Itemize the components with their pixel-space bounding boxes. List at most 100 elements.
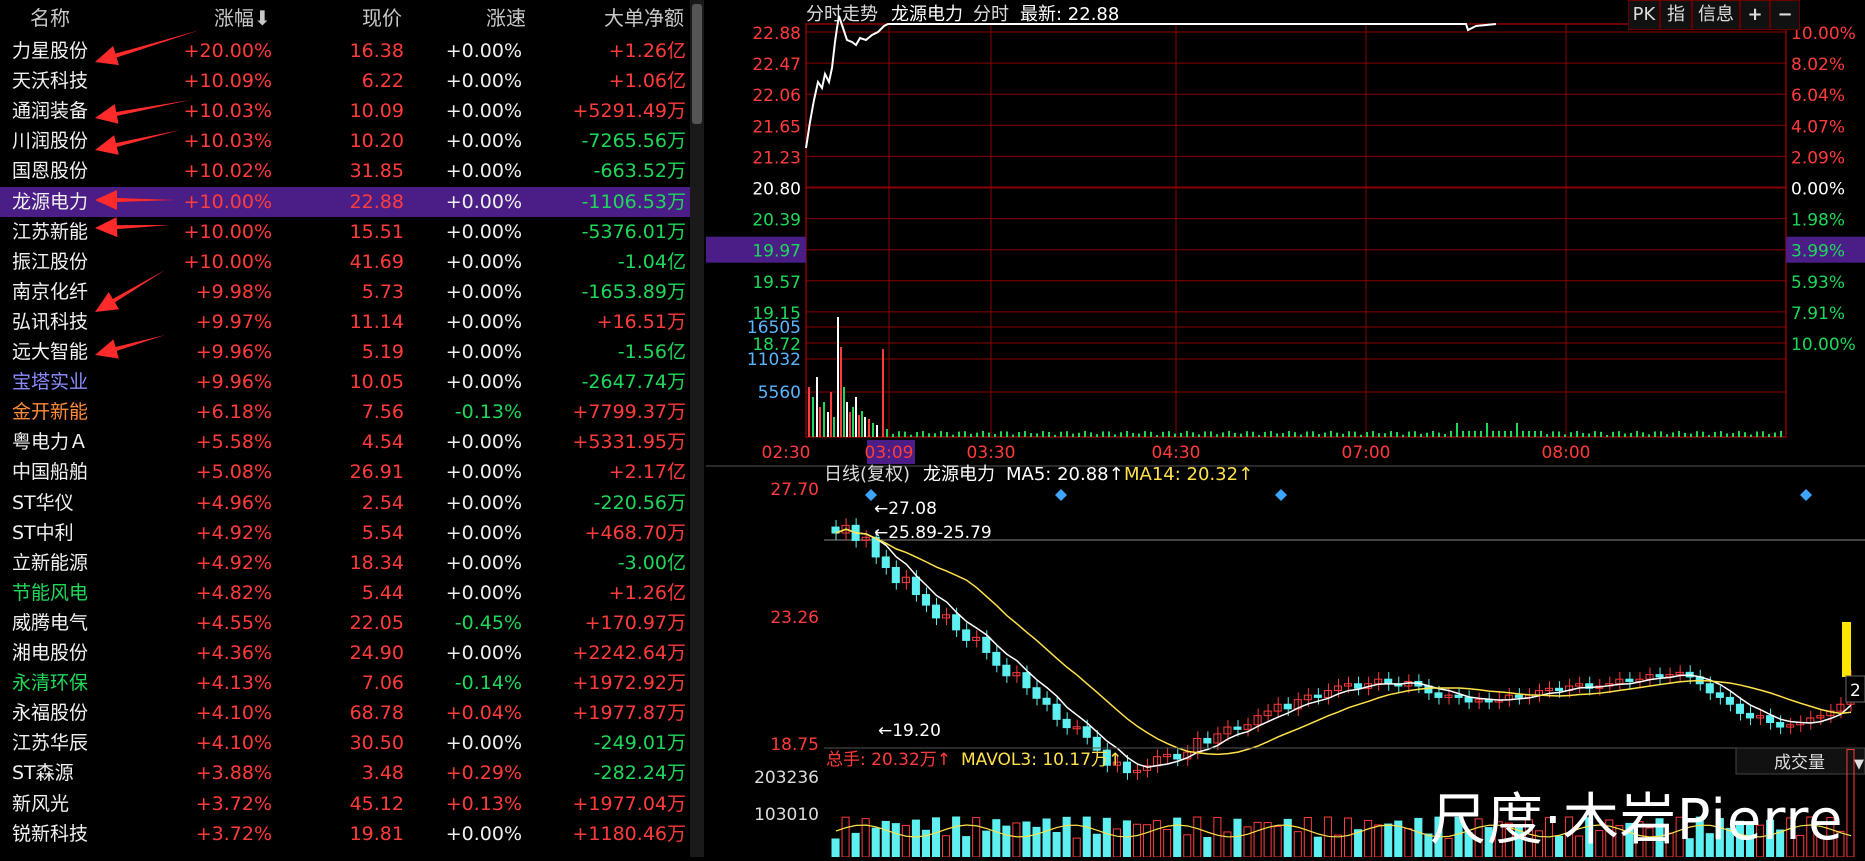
info-button[interactable]: 信息 [1692, 0, 1740, 30]
intraday-volume-bar [1024, 431, 1026, 437]
zoom-in-button[interactable]: + [1740, 0, 1770, 30]
stock-row[interactable]: 南京化纤 +9.98% 5.73 +0.00% -1653.89万 [0, 277, 690, 307]
price-tick: 22.88 [752, 24, 801, 44]
stock-name: 宝塔实业 [12, 371, 89, 394]
intraday-volume-bar [1546, 434, 1548, 437]
intraday-volume-bar [1270, 431, 1272, 437]
stock-row[interactable]: 中国船舶 +5.08% 26.91 +0.00% +2.17亿 [0, 457, 690, 487]
stock-row[interactable]: 弘讯科技 +9.97% 11.14 +0.00% +16.51万 [0, 307, 690, 337]
stock-change: +10.00% [183, 190, 272, 213]
intraday-volume-bar [1702, 431, 1704, 437]
intraday-volume-bar [922, 431, 924, 437]
stock-row[interactable]: 振江股份 +10.00% 41.69 +0.00% -1.04亿 [0, 247, 690, 277]
daily-stock-name: 龙源电力 [923, 464, 995, 485]
candle-body [1062, 718, 1071, 729]
volume-bar [1143, 824, 1152, 858]
volume-bar [1223, 831, 1232, 858]
stock-price: 26.91 [349, 461, 404, 484]
intraday-volume-bar [1402, 434, 1404, 437]
candle-body [1002, 664, 1011, 677]
stock-speed: +0.00% [445, 551, 522, 574]
stock-row[interactable]: 永福股份 +4.10% 68.78 +0.04% +1977.87万 [0, 698, 690, 728]
col-header-speed[interactable]: 涨速 [486, 6, 526, 30]
stock-row[interactable]: 湘电股份 +4.36% 24.90 +0.00% +2242.64万 [0, 638, 690, 668]
stock-row[interactable]: 力星股份 +20.00% 16.38 +0.00% +1.26亿 [0, 36, 690, 66]
stock-name: 通润装备 [12, 100, 89, 123]
intraday-volume-bar [858, 415, 860, 437]
intraday-volume-bar [1228, 431, 1230, 437]
list-scrollbar[interactable] [690, 0, 704, 857]
volume-bar [1243, 826, 1252, 858]
candle-body [1283, 703, 1292, 710]
candle-body [831, 526, 840, 534]
stock-row[interactable]: 江苏新能 +10.00% 15.51 +0.00% -5376.01万 [0, 217, 690, 247]
stock-price: 22.05 [349, 611, 404, 634]
stock-row[interactable]: 天沃科技 +10.09% 6.22 +0.00% +1.06亿 [0, 66, 690, 96]
stock-row[interactable]: ST华仪 +4.96% 2.54 +0.00% -220.56万 [0, 488, 690, 518]
list-scroll-thumb[interactable] [692, 4, 702, 124]
col-header-name[interactable]: 名称 [30, 6, 70, 30]
candle-body [982, 636, 991, 653]
intraday-volume-bar [1072, 433, 1074, 437]
stock-speed: +0.00% [445, 160, 522, 183]
stock-row[interactable]: 国恩股份 +10.02% 31.85 +0.00% -663.52万 [0, 156, 690, 186]
candle-body [1012, 672, 1021, 677]
stock-row[interactable]: 金开新能 +6.18% 7.56 -0.13% +7799.37万 [0, 397, 690, 427]
intraday-volume-bar [1126, 431, 1128, 437]
stock-price: 68.78 [349, 702, 404, 725]
intraday-volume-bar [1576, 431, 1578, 437]
stock-row[interactable]: ST森源 +3.88% 3.48 +0.29% -282.24万 [0, 758, 690, 788]
candle-body [1132, 769, 1142, 774]
stock-row[interactable]: 新风光 +3.72% 45.12 +0.13% +1977.04万 [0, 789, 690, 819]
intraday-volume-bar [1174, 433, 1176, 437]
crosshair-price: 19.97 [752, 242, 801, 262]
candle-body [1213, 733, 1222, 744]
stock-row[interactable]: 粤电力Ａ +5.58% 4.54 +0.00% +5331.95万 [0, 427, 690, 457]
stock-row[interactable]: 通润装备 +10.03% 10.09 +0.00% +5291.49万 [0, 96, 690, 126]
intraday-volume-bar [816, 377, 818, 437]
intraday-volume-bar [1162, 431, 1164, 437]
intraday-volume-bar [882, 349, 884, 437]
candle-body [1715, 692, 1724, 698]
stock-price: 4.54 [361, 431, 404, 454]
candle-body [1766, 715, 1775, 723]
candle-body [931, 604, 941, 619]
pk-button[interactable]: PK [1628, 0, 1660, 30]
stock-row[interactable]: 宝塔实业 +9.96% 10.05 +0.00% -2647.74万 [0, 367, 690, 397]
stock-row[interactable]: 远大智能 +9.96% 5.19 +0.00% -1.56亿 [0, 337, 690, 367]
index-button[interactable]: 指 [1660, 0, 1692, 30]
intraday-volume-bar [970, 433, 972, 437]
crosshair-pct: 3.99% [1791, 242, 1845, 262]
pct-tick: 6.04% [1791, 86, 1845, 106]
stock-row[interactable]: 节能风电 +4.82% 5.44 +0.00% +1.26亿 [0, 578, 690, 608]
volume-bar [972, 817, 981, 858]
stock-row[interactable]: ST中利 +4.92% 5.54 +0.00% +468.70万 [0, 518, 690, 548]
intraday-volume-bar [1156, 434, 1158, 437]
candle-body [1555, 687, 1564, 692]
volume-bar [1203, 837, 1212, 858]
stock-change: +3.72% [195, 822, 272, 845]
col-header-change[interactable]: 涨幅⬇ [214, 6, 271, 30]
stock-row[interactable]: 威腾电气 +4.55% 22.05 -0.45% +170.97万 [0, 608, 690, 638]
pct-tick: 8.02% [1791, 55, 1845, 75]
stock-row[interactable]: 江苏华辰 +4.10% 30.50 +0.00% -249.01万 [0, 728, 690, 758]
stock-row[interactable]: 永清环保 +4.13% 7.06 -0.14% +1972.92万 [0, 668, 690, 698]
stock-row[interactable]: 川润股份 +10.03% 10.20 +0.00% -7265.56万 [0, 126, 690, 156]
stock-speed: +0.00% [445, 461, 522, 484]
volume-bar [1273, 826, 1282, 858]
intraday-volume-bar [1720, 431, 1722, 437]
intraday-volume-bar [1342, 433, 1344, 437]
zoom-out-button[interactable]: − [1770, 0, 1800, 30]
stock-net-amount: +1.26亿 [608, 581, 686, 604]
stock-price: 5.44 [361, 581, 404, 604]
stock-row[interactable]: 锐新科技 +3.72% 19.81 +0.00% +1180.46万 [0, 819, 690, 849]
col-header-price[interactable]: 现价 [362, 6, 402, 30]
col-header-net[interactable]: 大单净额 [604, 6, 684, 30]
intraday-volume-bar [1732, 433, 1734, 437]
intraday-volume-bar [1246, 431, 1248, 437]
volume-bar [1293, 831, 1302, 858]
intraday-volume-bar [1606, 434, 1608, 437]
stock-row[interactable]: 立新能源 +4.92% 18.34 +0.00% -3.00亿 [0, 548, 690, 578]
candle-body [972, 636, 981, 641]
